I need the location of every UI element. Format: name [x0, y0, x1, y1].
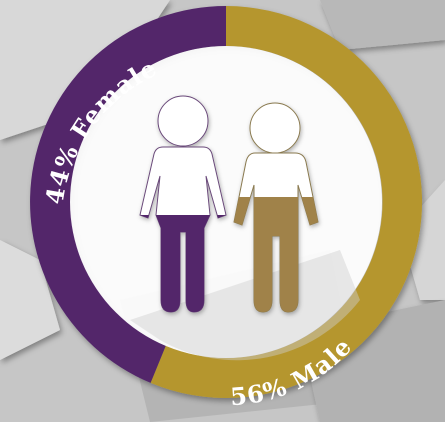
inner-circle: [70, 46, 382, 358]
female-arc-slice: [30, 6, 226, 383]
male-arc-slice: [150, 5, 423, 399]
donut-ring: [30, 5, 423, 399]
male-figure: [233, 102, 319, 313]
female-figure: [139, 95, 227, 313]
